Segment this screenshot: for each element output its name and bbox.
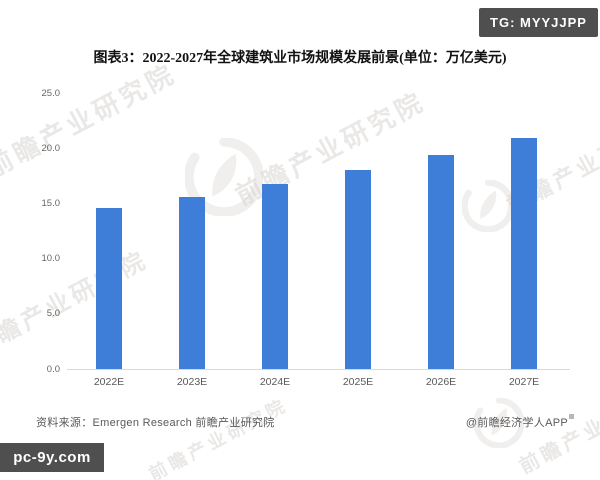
bar-chart-plot-area: 0.0 5.0 10.0 15.0 20.0 25.0 2022E 2023E 2024E 202… bbox=[42, 88, 570, 388]
x-axis-label-2026E: 2026E bbox=[425, 376, 457, 388]
bar-2027E bbox=[511, 138, 537, 369]
y-axis-tick-label: 5.0 bbox=[46, 308, 60, 320]
x-axis-label-2023E: 2023E bbox=[176, 376, 208, 388]
y-axis-tick-label: 25.0 bbox=[41, 87, 61, 99]
source-note: 资料来源：Emergen Research 前瞻产业研究院 bbox=[36, 417, 275, 429]
chart-title: 图表3：2022-2027年全球建筑业市场规模发展前景(单位：万亿美元) bbox=[93, 51, 507, 66]
y-axis-tick-label: 10.0 bbox=[41, 253, 61, 265]
bar-2022E bbox=[96, 207, 122, 369]
site-watermark-badge: pc-9y.com bbox=[0, 443, 104, 472]
credit-mark-square bbox=[569, 414, 574, 419]
credit-note: @前瞻经济学人APP bbox=[466, 414, 574, 430]
watermark-text: 前瞻产业研究院 bbox=[145, 394, 292, 480]
x-axis-label-2022E: 2022E bbox=[93, 376, 125, 388]
tg-watermark-badge: TG: MYYJJPP bbox=[479, 8, 598, 37]
y-axis-tick-label: 0.0 bbox=[46, 363, 60, 375]
credit-text: @前瞻经济学人APP bbox=[465, 417, 568, 429]
bar-2025E bbox=[345, 170, 371, 369]
y-axis-tick-label: 15.0 bbox=[41, 197, 61, 209]
x-axis-label-2024E: 2024E bbox=[259, 376, 291, 388]
bar-2024E bbox=[262, 183, 288, 369]
y-axis-tick-label: 20.0 bbox=[41, 142, 61, 154]
bar-2023E bbox=[179, 196, 205, 369]
x-axis-label-2025E: 2025E bbox=[342, 376, 374, 388]
bar-2026E bbox=[428, 154, 454, 369]
x-axis-label-2027E: 2027E bbox=[508, 376, 540, 388]
